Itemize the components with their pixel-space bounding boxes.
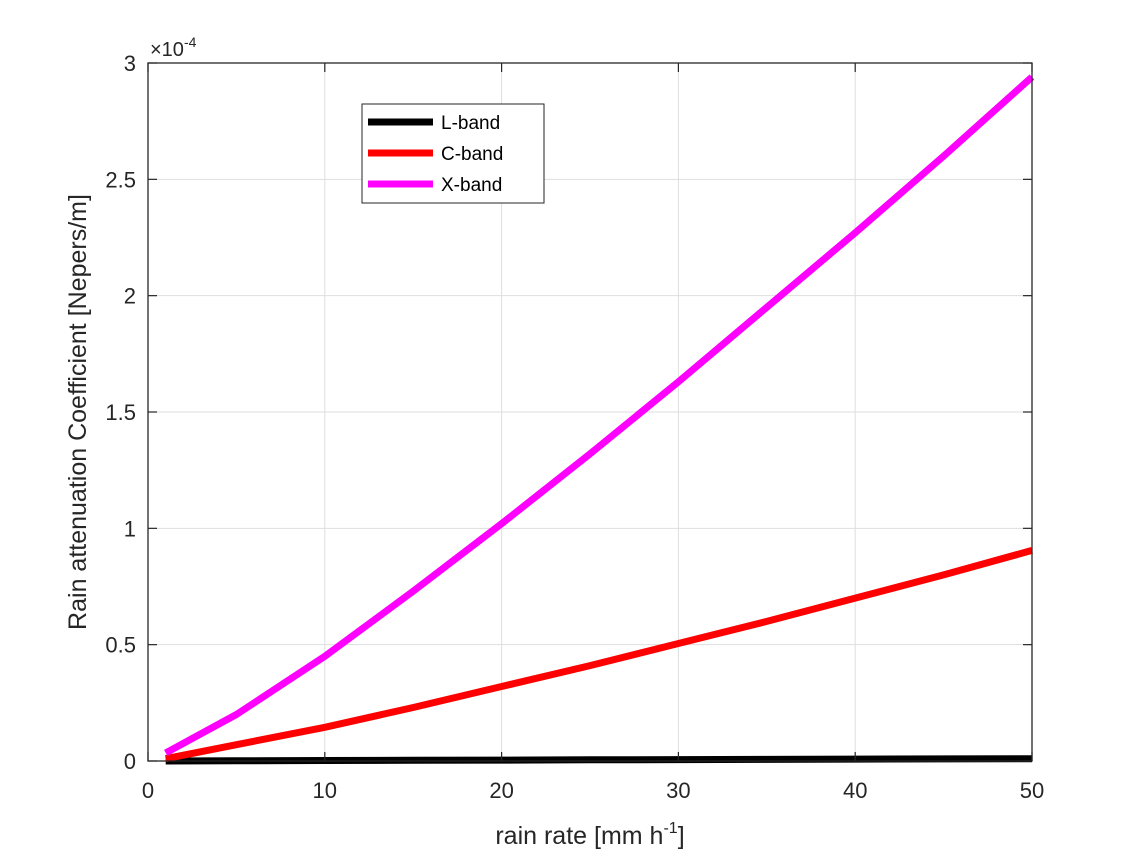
x-tick-label: 40 (843, 778, 867, 803)
x-axis-label: rain rate [mm h-1] (495, 820, 684, 850)
y-tick-label: 0.5 (105, 633, 136, 658)
y-tick-label: 2.5 (105, 167, 136, 192)
x-tick-label: 50 (1020, 778, 1044, 803)
x-tick-label: 20 (489, 778, 513, 803)
legend: L-band C-band X-band (361, 103, 545, 204)
y-exponent-power: -4 (184, 34, 197, 50)
y-tick-label: 1 (124, 516, 136, 541)
x-tick-label: 0 (142, 778, 154, 803)
legend-label-l-band: L-band (441, 113, 500, 134)
legend-label-c-band: C-band (441, 144, 503, 165)
x-axis-label-superscript: -1 (663, 820, 677, 837)
y-exponent-base: ×10 (150, 39, 184, 61)
y-tick-label: 2 (124, 284, 136, 309)
x-axis-label-base: rain rate [mm h (495, 822, 663, 850)
y-axis-label: Rain attenuation Coefficient [Nepers/m] (64, 194, 92, 630)
legend-label-x-band: X-band (441, 175, 502, 196)
series-line-c-band (165, 547, 1033, 763)
y-tick-label: 0 (124, 749, 136, 774)
axis-ticks: 0 10 20 30 40 50 0 0.5 1 1.5 2 2.5 3 (105, 51, 1044, 803)
series-line-x-band (164, 74, 1035, 756)
y-tick-label: 1.5 (105, 400, 136, 425)
x-tick-label: 10 (313, 778, 337, 803)
y-tick-label: 3 (124, 51, 136, 76)
x-axis-label-end: ] (678, 822, 685, 850)
y-exponent-label: ×10-4 (150, 34, 197, 61)
x-tick-label: 30 (666, 778, 690, 803)
